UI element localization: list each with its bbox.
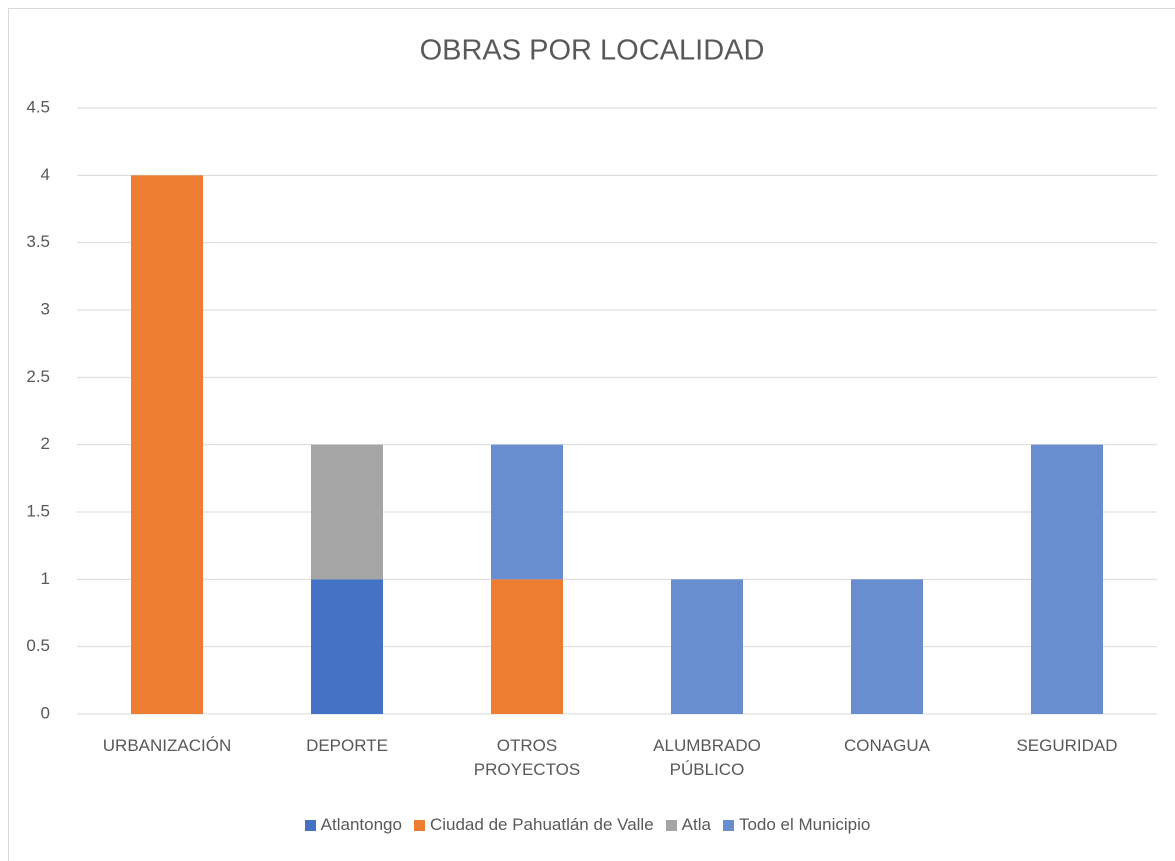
- legend-label: Ciudad de Pahuatlán de Valle: [429, 815, 654, 834]
- y-tick-label: 3.5: [26, 232, 50, 251]
- legend-item: Atlantongo: [304, 815, 402, 835]
- x-tick-label: ALUMBRADO PÚBLICO: [653, 736, 761, 779]
- legend-swatch: [413, 819, 425, 831]
- bar-segment: [491, 444, 563, 580]
- y-tick-label: 2.5: [26, 367, 50, 386]
- legend: Atlantongo Ciudad de Pahuatlán de Valle At…: [0, 815, 1175, 835]
- chart-title: OBRAS POR LOCALIDAD: [420, 35, 765, 67]
- y-tick-label: 1.5: [26, 501, 50, 520]
- legend-label: Atlantongo: [320, 815, 402, 834]
- legend-item: Ciudad de Pahuatlán de Valle: [413, 815, 654, 835]
- y-tick-label: 2: [41, 434, 50, 453]
- chart-border: [8, 8, 1175, 861]
- y-tick-label: 0: [41, 703, 50, 722]
- y-tick-label: 0.5: [26, 636, 50, 655]
- bar-segment: [1031, 444, 1103, 714]
- bar-segment: [311, 444, 383, 580]
- y-tick-label: 1: [41, 569, 50, 588]
- bar-segment: [311, 579, 383, 714]
- y-tick-label: 3: [41, 299, 50, 318]
- legend-swatch: [722, 819, 734, 831]
- bar-segment: [131, 175, 203, 715]
- x-tick-label: URBANIZACIÓN: [102, 736, 232, 755]
- legend-item: Atla: [665, 815, 711, 835]
- x-tick-label: OTROS PROYECTOS: [473, 736, 581, 779]
- x-tick-label: SEGURIDAD: [1016, 736, 1118, 755]
- legend-label: Todo el Municipio: [738, 815, 871, 834]
- legend-item: Todo el Municipio: [722, 815, 871, 835]
- legend-swatch: [304, 819, 316, 831]
- x-tick-label: DEPORTE: [306, 736, 388, 755]
- bar-segment: [851, 579, 923, 714]
- bar-segment: [671, 579, 743, 714]
- legend-swatch: [665, 819, 677, 831]
- bar-segment: [491, 579, 563, 714]
- y-tick-label: 4: [41, 165, 50, 184]
- x-tick-label: CONAGUA: [844, 736, 930, 755]
- legend-label: Atla: [681, 815, 711, 834]
- y-tick-label: 4.5: [26, 97, 50, 116]
